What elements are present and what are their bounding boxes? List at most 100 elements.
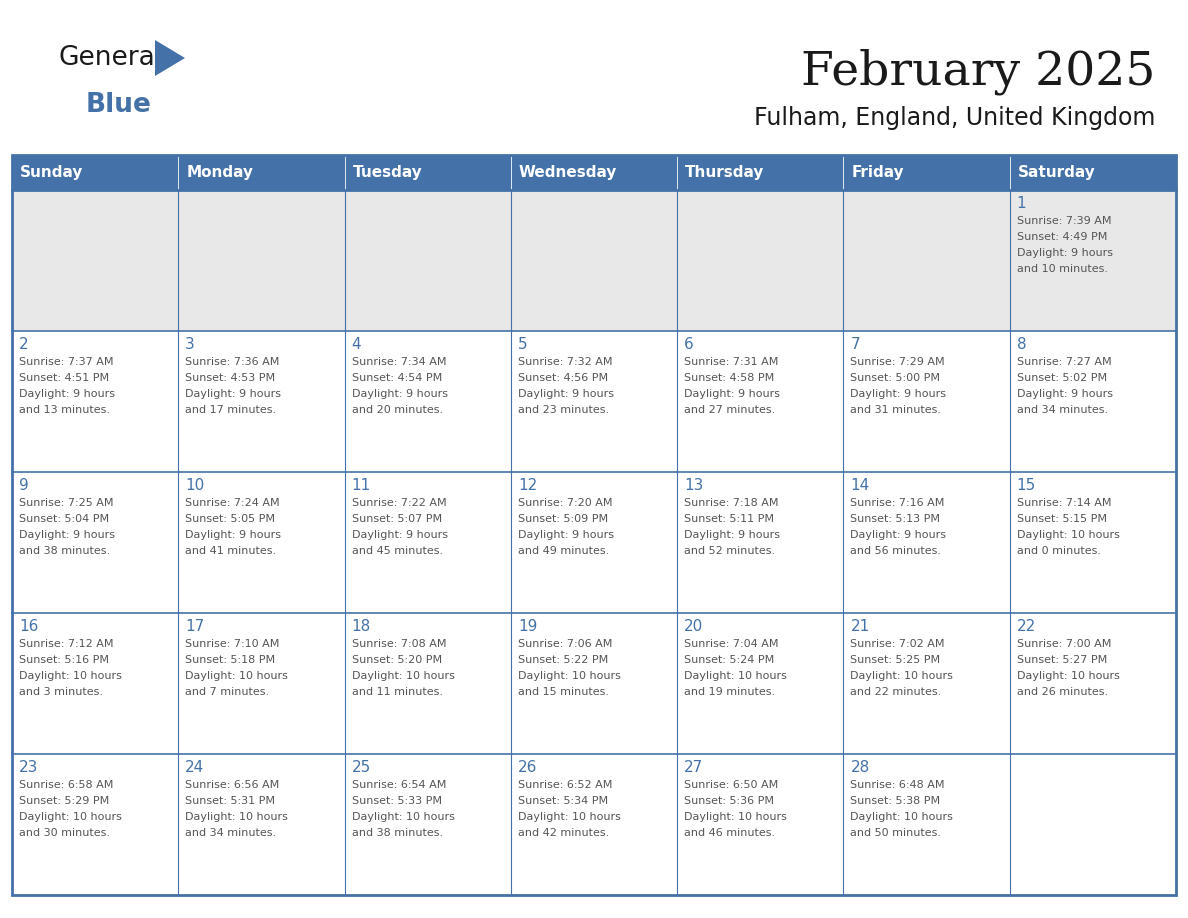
Text: Daylight: 9 hours: Daylight: 9 hours <box>352 389 448 399</box>
Text: Sunrise: 7:12 AM: Sunrise: 7:12 AM <box>19 639 114 649</box>
Text: 9: 9 <box>19 478 29 493</box>
Text: 18: 18 <box>352 619 371 634</box>
Text: Sunrise: 7:06 AM: Sunrise: 7:06 AM <box>518 639 612 649</box>
Text: and 10 minutes.: and 10 minutes. <box>1017 264 1107 274</box>
Text: Daylight: 10 hours: Daylight: 10 hours <box>851 812 953 822</box>
Text: Sunset: 5:38 PM: Sunset: 5:38 PM <box>851 796 941 806</box>
Text: Daylight: 10 hours: Daylight: 10 hours <box>185 671 289 681</box>
Text: 1: 1 <box>1017 196 1026 211</box>
Text: Daylight: 9 hours: Daylight: 9 hours <box>518 530 614 540</box>
Text: Daylight: 9 hours: Daylight: 9 hours <box>851 389 947 399</box>
Text: Sunset: 5:16 PM: Sunset: 5:16 PM <box>19 655 109 665</box>
Bar <box>178 472 345 613</box>
Text: Daylight: 10 hours: Daylight: 10 hours <box>684 671 786 681</box>
Text: Sunday: Sunday <box>20 165 83 180</box>
Bar <box>1010 190 1176 331</box>
Text: 21: 21 <box>851 619 870 634</box>
Text: Daylight: 9 hours: Daylight: 9 hours <box>851 530 947 540</box>
Bar <box>677 331 843 472</box>
Text: Sunset: 4:49 PM: Sunset: 4:49 PM <box>1017 232 1107 242</box>
Text: Sunset: 4:51 PM: Sunset: 4:51 PM <box>19 373 109 383</box>
Text: 16: 16 <box>19 619 38 634</box>
Bar <box>843 331 1010 472</box>
Text: Sunrise: 7:32 AM: Sunrise: 7:32 AM <box>518 357 612 367</box>
Text: Daylight: 9 hours: Daylight: 9 hours <box>352 530 448 540</box>
Text: 6: 6 <box>684 337 694 352</box>
Text: Sunrise: 7:10 AM: Sunrise: 7:10 AM <box>185 639 279 649</box>
Text: Sunset: 5:15 PM: Sunset: 5:15 PM <box>1017 514 1107 524</box>
Text: Sunrise: 7:24 AM: Sunrise: 7:24 AM <box>185 498 280 508</box>
Text: and 31 minutes.: and 31 minutes. <box>851 405 941 415</box>
Text: and 30 minutes.: and 30 minutes. <box>19 828 110 838</box>
Text: Daylight: 9 hours: Daylight: 9 hours <box>684 389 781 399</box>
Text: Wednesday: Wednesday <box>519 165 618 180</box>
Text: and 22 minutes.: and 22 minutes. <box>851 687 942 697</box>
Text: 7: 7 <box>851 337 860 352</box>
Text: Sunrise: 7:27 AM: Sunrise: 7:27 AM <box>1017 357 1111 367</box>
Text: Sunset: 5:00 PM: Sunset: 5:00 PM <box>851 373 941 383</box>
Text: Sunset: 5:20 PM: Sunset: 5:20 PM <box>352 655 442 665</box>
Text: and 15 minutes.: and 15 minutes. <box>518 687 609 697</box>
Text: 20: 20 <box>684 619 703 634</box>
Text: Blue: Blue <box>86 92 152 118</box>
Text: Sunrise: 7:08 AM: Sunrise: 7:08 AM <box>352 639 446 649</box>
Bar <box>511 472 677 613</box>
Bar <box>12 754 178 895</box>
Text: Sunrise: 6:56 AM: Sunrise: 6:56 AM <box>185 780 279 790</box>
Bar <box>843 190 1010 331</box>
Text: Sunset: 5:33 PM: Sunset: 5:33 PM <box>352 796 442 806</box>
Text: Sunset: 5:04 PM: Sunset: 5:04 PM <box>19 514 109 524</box>
Text: Daylight: 9 hours: Daylight: 9 hours <box>19 389 115 399</box>
Polygon shape <box>154 40 185 76</box>
Text: 17: 17 <box>185 619 204 634</box>
Bar <box>178 190 345 331</box>
Text: and 46 minutes.: and 46 minutes. <box>684 828 776 838</box>
Bar <box>1010 331 1176 472</box>
Text: Sunset: 5:07 PM: Sunset: 5:07 PM <box>352 514 442 524</box>
Text: and 45 minutes.: and 45 minutes. <box>352 546 443 556</box>
Text: Sunset: 4:56 PM: Sunset: 4:56 PM <box>518 373 608 383</box>
Bar <box>843 472 1010 613</box>
Bar <box>12 155 178 190</box>
Text: Daylight: 10 hours: Daylight: 10 hours <box>1017 530 1119 540</box>
Bar <box>677 155 843 190</box>
Text: Thursday: Thursday <box>685 165 765 180</box>
Text: 19: 19 <box>518 619 537 634</box>
Bar <box>12 613 178 754</box>
Text: Daylight: 9 hours: Daylight: 9 hours <box>518 389 614 399</box>
Text: Sunrise: 6:50 AM: Sunrise: 6:50 AM <box>684 780 778 790</box>
Bar <box>12 331 178 472</box>
Bar <box>178 754 345 895</box>
Text: Sunrise: 6:54 AM: Sunrise: 6:54 AM <box>352 780 446 790</box>
Text: Saturday: Saturday <box>1018 165 1095 180</box>
Text: 3: 3 <box>185 337 195 352</box>
Text: Daylight: 10 hours: Daylight: 10 hours <box>518 812 621 822</box>
Text: Daylight: 10 hours: Daylight: 10 hours <box>19 671 122 681</box>
Text: Sunset: 5:02 PM: Sunset: 5:02 PM <box>1017 373 1107 383</box>
Text: 14: 14 <box>851 478 870 493</box>
Text: and 17 minutes.: and 17 minutes. <box>185 405 277 415</box>
Text: Monday: Monday <box>187 165 253 180</box>
Text: Daylight: 10 hours: Daylight: 10 hours <box>851 671 953 681</box>
Bar <box>511 613 677 754</box>
Bar <box>511 155 677 190</box>
Text: Sunset: 5:18 PM: Sunset: 5:18 PM <box>185 655 276 665</box>
Bar <box>1010 613 1176 754</box>
Bar <box>178 155 345 190</box>
Text: Sunrise: 6:58 AM: Sunrise: 6:58 AM <box>19 780 113 790</box>
Bar <box>345 472 511 613</box>
Text: 4: 4 <box>352 337 361 352</box>
Text: and 19 minutes.: and 19 minutes. <box>684 687 776 697</box>
Text: Sunset: 4:58 PM: Sunset: 4:58 PM <box>684 373 775 383</box>
Text: February 2025: February 2025 <box>801 49 1155 95</box>
Text: 23: 23 <box>19 760 38 775</box>
Text: Daylight: 10 hours: Daylight: 10 hours <box>518 671 621 681</box>
Text: Daylight: 10 hours: Daylight: 10 hours <box>1017 671 1119 681</box>
Bar <box>345 190 511 331</box>
Text: Daylight: 9 hours: Daylight: 9 hours <box>19 530 115 540</box>
Text: Daylight: 10 hours: Daylight: 10 hours <box>185 812 289 822</box>
Text: 10: 10 <box>185 478 204 493</box>
Text: Sunset: 5:09 PM: Sunset: 5:09 PM <box>518 514 608 524</box>
Text: Sunrise: 7:04 AM: Sunrise: 7:04 AM <box>684 639 778 649</box>
Text: Fulham, England, United Kingdom: Fulham, England, United Kingdom <box>753 106 1155 130</box>
